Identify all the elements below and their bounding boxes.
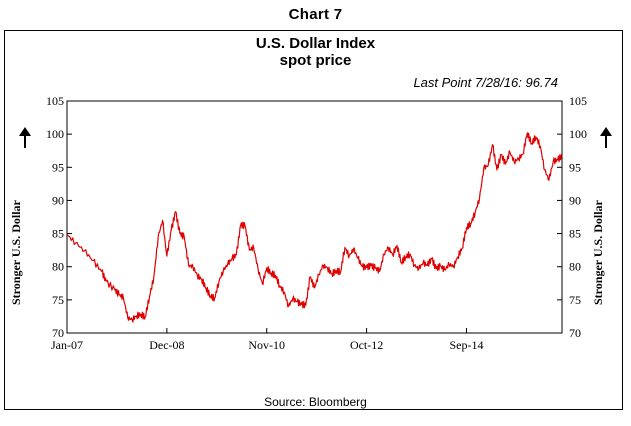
- y-tick-label-right: 75: [569, 293, 581, 307]
- chart-title: U.S. Dollar Index: [255, 35, 376, 52]
- chart-subtitle: spot price: [279, 52, 352, 69]
- y-tick-label-left: 100: [46, 127, 64, 141]
- y-tick-label-left: 95: [52, 160, 64, 174]
- y-tick-label-right: 85: [569, 227, 581, 241]
- y-tick-label-left: 105: [46, 94, 64, 108]
- y-tick-label-right: 90: [569, 193, 581, 207]
- y-tick-label-right: 100: [569, 127, 587, 141]
- x-tick-label: Nov-10: [248, 338, 285, 352]
- y-tick-label-left: 70: [52, 326, 64, 340]
- y-axis-left: 105 100 95 90 85 80 75 70: [46, 94, 72, 340]
- x-axis: Jan-07 Dec-08 Nov-10 Oct-12 Sep-14: [51, 328, 483, 352]
- chart-frame: [4, 30, 623, 410]
- x-tick-label: Sep-14: [449, 338, 483, 352]
- x-tick-label: Oct-12: [350, 338, 383, 352]
- y-tick-label-left: 75: [52, 293, 64, 307]
- y-tick-label-left: 85: [52, 227, 64, 241]
- y-tick-label-left: 80: [52, 260, 64, 274]
- last-point-annotation: Last Point 7/28/16: 96.74: [413, 75, 558, 90]
- y-tick-label-left: 90: [52, 193, 64, 207]
- y-tick-label-right: 95: [569, 160, 581, 174]
- chart-number-header: Chart 7: [288, 6, 343, 23]
- source-note: Source: Bloomberg: [264, 395, 367, 409]
- plot-area: [66, 100, 563, 334]
- y-axis-right: 105 100 95 90 85 80 75 70: [557, 94, 587, 340]
- x-tick-label: Jan-07: [51, 338, 83, 352]
- y-tick-label-right: 105: [569, 94, 587, 108]
- y-tick-label-right: 70: [569, 326, 581, 340]
- up-arrow-icon: [19, 127, 31, 148]
- up-arrow-icon: [600, 127, 612, 148]
- y-axis-label-right: Stronger U.S. Dollar: [591, 199, 605, 305]
- y-axis-label-left: Stronger U.S. Dollar: [9, 199, 23, 305]
- dollar-index-line: [66, 132, 563, 323]
- y-tick-label-right: 80: [569, 260, 581, 274]
- x-tick-label: Dec-08: [149, 338, 184, 352]
